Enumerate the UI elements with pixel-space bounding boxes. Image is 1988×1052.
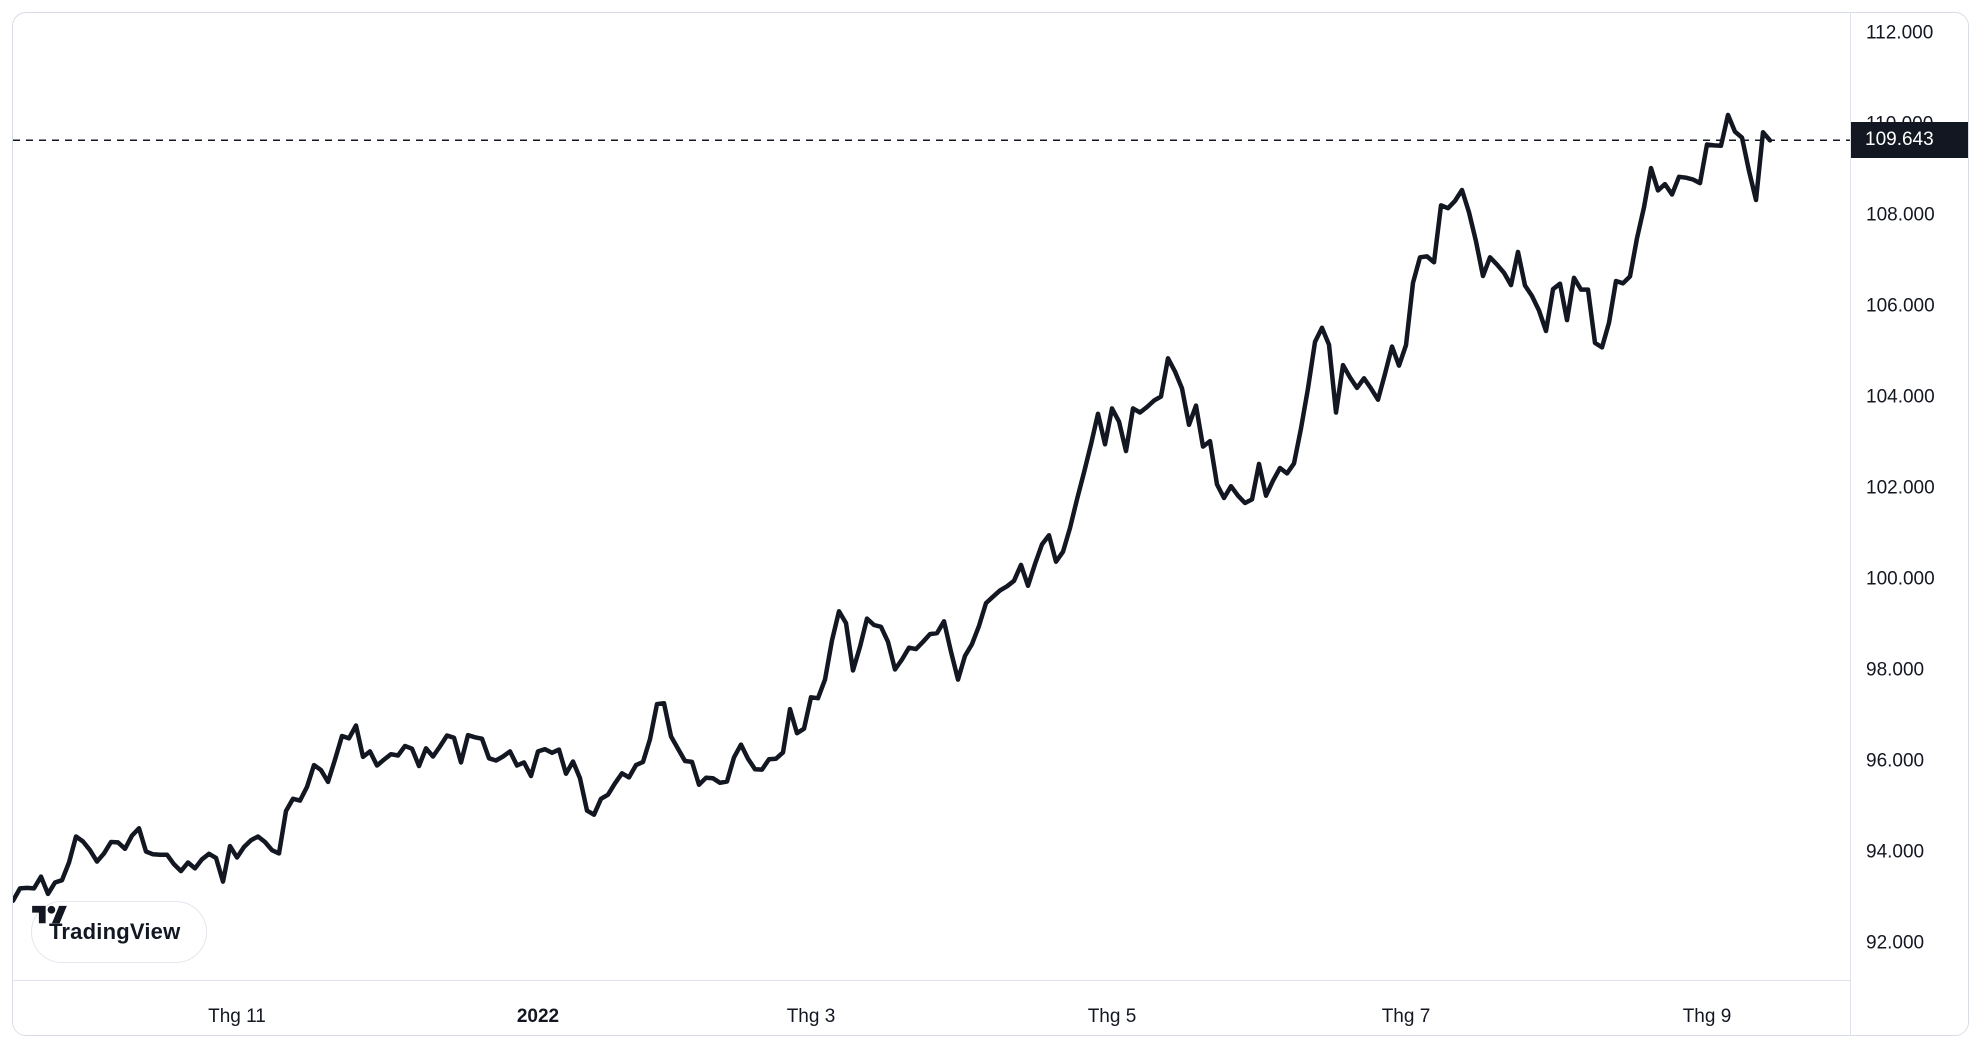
price-series-line	[13, 112, 1773, 903]
y-axis-tick-label: 98.000	[1866, 659, 1925, 681]
price-chart-plot[interactable]: TradingView	[13, 13, 1850, 981]
y-axis-tick-label: 106.000	[1866, 295, 1935, 317]
y-axis-tick-label: 104.000	[1866, 386, 1935, 408]
chart-widget-panel: TradingView 92.000 94.000 96.000 98.000 100.…	[12, 12, 1969, 1036]
y-axis-tick-label: 112.000	[1866, 22, 1934, 44]
y-axis-tick-label: 96.000	[1866, 750, 1925, 772]
x-axis-tick-label: Thg 3	[786, 1006, 836, 1027]
x-axis-tick-label: 2022	[516, 1006, 560, 1027]
x-axis-tick-label: Thg 5	[1087, 1006, 1137, 1027]
tradingview-logo-icon	[32, 905, 67, 924]
time-axis[interactable]: Thg 11 2022 Thg 3 Thg 5 Thg 7 Thg 9	[13, 981, 1850, 1035]
x-axis-tick-label: Thg 9	[1682, 1006, 1732, 1027]
price-axis[interactable]: 92.000 94.000 96.000 98.000 100.000 102.000 10…	[1850, 13, 1968, 1035]
tradingview-attribution[interactable]: TradingView	[31, 901, 208, 963]
price-line-chart	[13, 112, 1850, 903]
y-axis-tick-label: 108.000	[1866, 204, 1935, 226]
x-axis-tick-label: Thg 7	[1381, 1006, 1431, 1027]
y-axis-tick-label: 92.000	[1866, 932, 1925, 954]
y-axis-tick-label: 102.000	[1866, 477, 1935, 499]
y-axis-tick-label: 94.000	[1866, 841, 1925, 863]
last-price-value: 109.643	[1865, 129, 1934, 151]
tradingview-brand-label: TradingView	[49, 919, 181, 944]
x-axis-tick-label: Thg 11	[208, 1006, 266, 1027]
last-price-label: 109.643	[1851, 122, 1968, 159]
y-axis-tick-label: 100.000	[1866, 568, 1935, 590]
